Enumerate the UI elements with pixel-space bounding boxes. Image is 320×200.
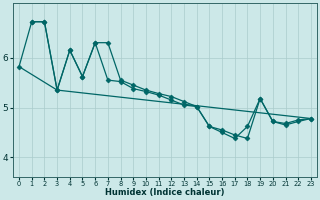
X-axis label: Humidex (Indice chaleur): Humidex (Indice chaleur) xyxy=(105,188,225,197)
